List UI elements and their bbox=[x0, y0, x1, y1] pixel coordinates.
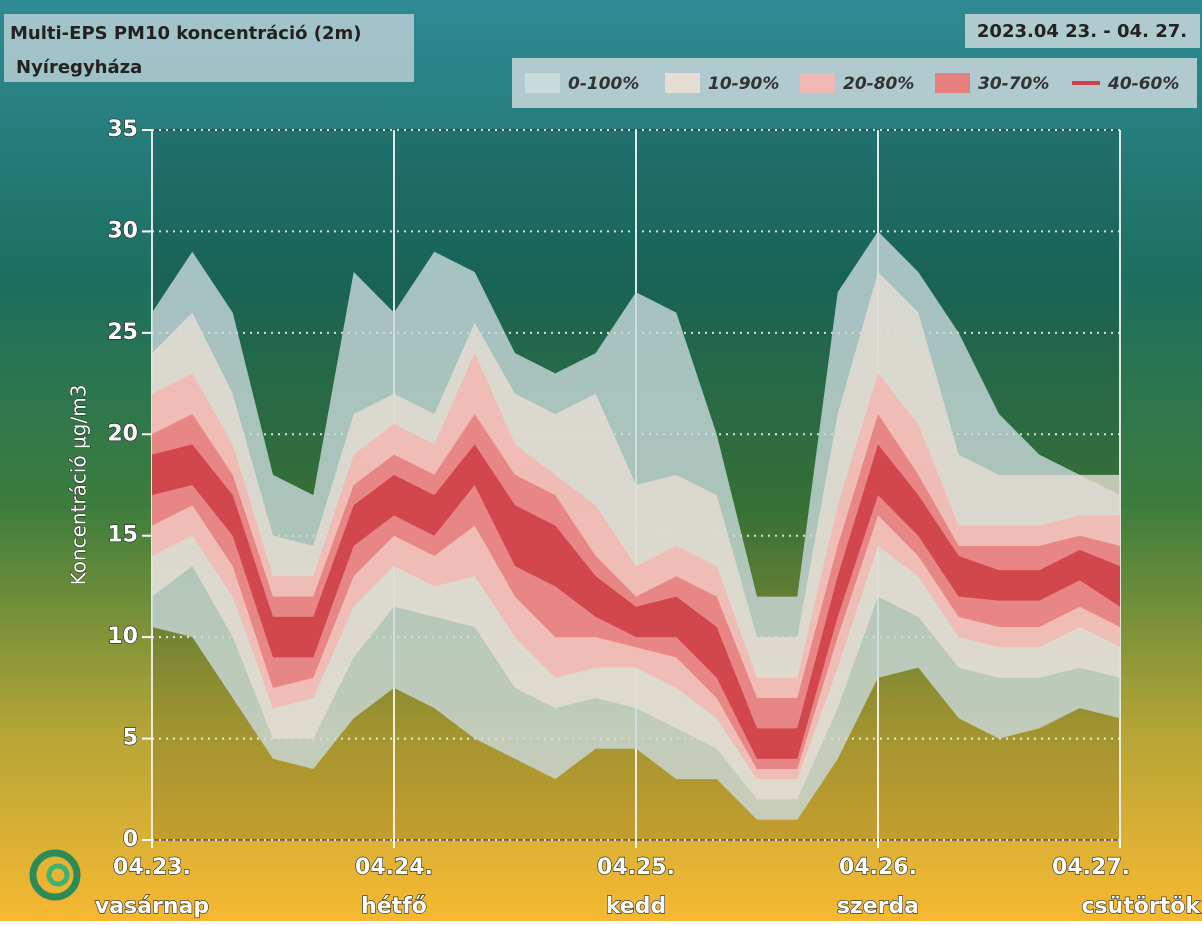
legend-swatch bbox=[525, 73, 560, 93]
date-range: 2023.04 23. - 04. 27. bbox=[977, 21, 1187, 42]
legend-label: 20-80% bbox=[843, 74, 914, 94]
chart-subtitle: Nyíregyháza bbox=[16, 57, 142, 78]
x-tick-weekday: kedd bbox=[606, 894, 666, 919]
y-tick-label: 15 bbox=[107, 523, 138, 548]
y-tick-label: 35 bbox=[107, 117, 138, 142]
x-tick-label: 04.26. bbox=[839, 855, 917, 880]
logo bbox=[29, 849, 81, 901]
date-box bbox=[965, 14, 1200, 48]
x-tick-label: 04.27. bbox=[1052, 855, 1130, 880]
x-tick-weekday: vasárnap bbox=[95, 894, 209, 919]
legend-label: 40-60% bbox=[1107, 74, 1179, 94]
y-tick-label: 30 bbox=[107, 218, 138, 243]
title-box bbox=[4, 14, 414, 82]
legend-swatch bbox=[665, 73, 700, 93]
y-tick-label: 10 bbox=[107, 624, 138, 649]
legend-swatch bbox=[935, 73, 970, 93]
y-tick-label: 25 bbox=[107, 320, 138, 345]
legend-swatch bbox=[800, 73, 835, 93]
y-tick-label: 0 bbox=[123, 827, 138, 852]
y-tick-label: 5 bbox=[123, 726, 138, 751]
x-tick-weekday: csütörtök bbox=[1081, 894, 1201, 919]
y-tick-label: 20 bbox=[107, 421, 138, 446]
legend-label: 10-90% bbox=[708, 74, 779, 94]
chart-title: Multi-EPS PM10 koncentráció (2m) bbox=[10, 23, 361, 44]
x-tick-label: 04.23. bbox=[113, 855, 191, 880]
x-tick-weekday: szerda bbox=[837, 894, 919, 919]
y-axis-label: Koncentráció µg/m3 bbox=[67, 385, 91, 586]
legend-label: 0-100% bbox=[568, 74, 639, 94]
x-tick-weekday: hétfő bbox=[361, 894, 427, 919]
legend-label: 30-70% bbox=[978, 74, 1049, 94]
x-tick-label: 04.24. bbox=[355, 855, 433, 880]
x-tick-label: 04.25. bbox=[597, 855, 675, 880]
